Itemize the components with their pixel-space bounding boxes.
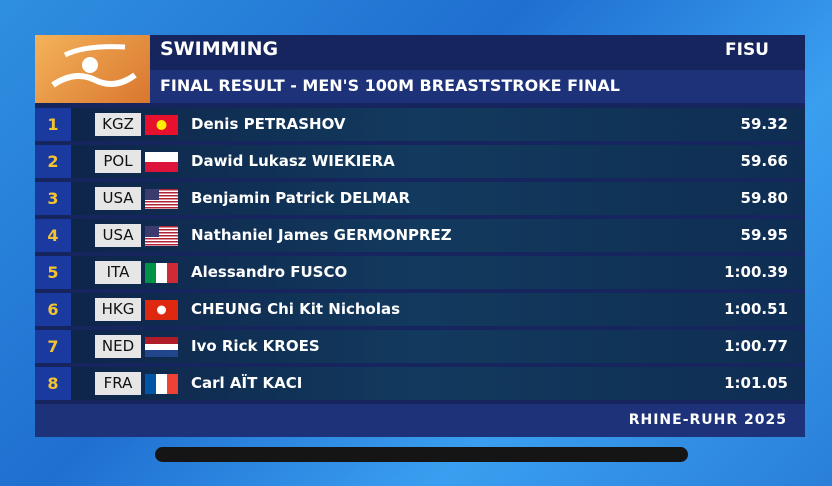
result-row: 4 USA Nathaniel James GERMONPREZ 59.95 <box>35 219 805 252</box>
rank: 4 <box>35 219 71 252</box>
result-row: 8 FRA Carl AÏT KACI 1:01.05 <box>35 367 805 400</box>
rank: 8 <box>35 367 71 400</box>
country-code: NED <box>95 335 141 358</box>
swimming-logo <box>35 35 150 103</box>
athlete-name: Carl AÏT KACI <box>191 374 303 392</box>
athlete-name: Ivo Rick KROES <box>191 337 320 355</box>
athlete-name: Nathaniel James GERMONPREZ <box>191 226 452 244</box>
result-time: 1:00.77 <box>724 337 788 355</box>
athlete-name: Denis PETRASHOV <box>191 115 346 133</box>
footer-bar: RHINE-RUHR 2025 <box>35 404 805 437</box>
rank: 7 <box>35 330 71 363</box>
country-code: ITA <box>95 261 141 284</box>
country-code: POL <box>95 150 141 173</box>
country-code: USA <box>95 224 141 247</box>
country-flag <box>145 226 178 250</box>
country-flag <box>145 374 178 398</box>
fisu-logo: FISU <box>725 40 769 60</box>
event-bar <box>150 70 805 103</box>
rank: 2 <box>35 145 71 178</box>
country-flag <box>145 337 178 361</box>
result-time: 59.66 <box>740 152 788 170</box>
sport-title: SWIMMING <box>160 38 279 60</box>
athlete-name: CHEUNG Chi Kit Nicholas <box>191 300 401 318</box>
athlete-name: Dawid Lukasz WIEKIERA <box>191 152 395 170</box>
rank: 5 <box>35 256 71 289</box>
result-row: 5 ITA Alessandro FUSCO 1:00.39 <box>35 256 805 289</box>
result-time: 59.95 <box>740 226 788 244</box>
result-row: 1 KGZ Denis PETRASHOV 59.32 <box>35 108 805 141</box>
result-time: 1:00.39 <box>724 263 788 281</box>
country-code: USA <box>95 187 141 210</box>
country-flag <box>145 300 178 324</box>
country-flag <box>145 263 178 287</box>
rank: 6 <box>35 293 71 326</box>
scroll-bar <box>155 447 688 462</box>
country-flag <box>145 152 178 176</box>
result-time: 59.80 <box>740 189 788 207</box>
result-row: 3 USA Benjamin Patrick DELMAR 59.80 <box>35 182 805 215</box>
athlete-name: Alessandro FUSCO <box>191 263 348 281</box>
result-row: 7 NED Ivo Rick KROES 1:00.77 <box>35 330 805 363</box>
result-row: 2 POL Dawid Lukasz WIEKIERA 59.66 <box>35 145 805 178</box>
rank: 3 <box>35 182 71 215</box>
athlete-name: Benjamin Patrick DELMAR <box>191 189 411 207</box>
country-flag <box>145 189 178 213</box>
result-time: 1:01.05 <box>724 374 788 392</box>
footer-text: RHINE-RUHR 2025 <box>628 412 787 428</box>
country-code: HKG <box>95 298 141 321</box>
result-time: 59.32 <box>740 115 788 133</box>
rank: 1 <box>35 108 71 141</box>
event-title: FINAL RESULT - MEN'S 100M BREASTSTROKE F… <box>160 76 620 95</box>
result-row: 6 HKG CHEUNG Chi Kit Nicholas 1:00.51 <box>35 293 805 326</box>
country-code: FRA <box>95 372 141 395</box>
swimmer-icon <box>51 44 137 88</box>
country-code: KGZ <box>95 113 141 136</box>
result-time: 1:00.51 <box>724 300 788 318</box>
country-flag <box>145 115 178 139</box>
